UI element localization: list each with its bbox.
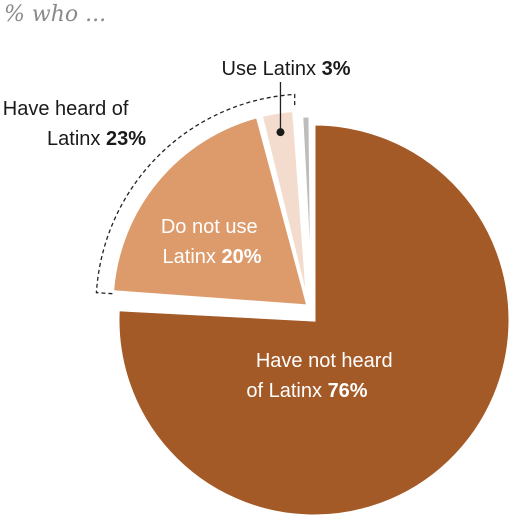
label-use-latinx: Use Latinx 3% [222, 58, 351, 80]
value-have-not-heard: 76% [328, 380, 368, 402]
value-do-not-use: 20% [221, 246, 261, 268]
pie-slice-use-latinx [259, 108, 310, 307]
label-do-not-use: Do not use Latinx 20% [161, 216, 263, 268]
value-have-heard: 23% [106, 128, 146, 150]
pie-slice-have-not-heard-of-latinx [116, 122, 512, 518]
have-heard-bracket [95, 93, 296, 295]
pie-slice-did-not-answer [300, 114, 314, 313]
use-latinx-leader-dot [276, 128, 285, 137]
value-use-latinx: 3% [322, 58, 351, 80]
label-have-not-heard: Have not heard of Latinx 76% [246, 350, 398, 402]
pie-slice-do-not-use-latinx [110, 114, 310, 308]
label-have-heard: Have heard of Latinx 23% [3, 98, 146, 150]
chart-subtitle: % who ... [4, 2, 107, 27]
